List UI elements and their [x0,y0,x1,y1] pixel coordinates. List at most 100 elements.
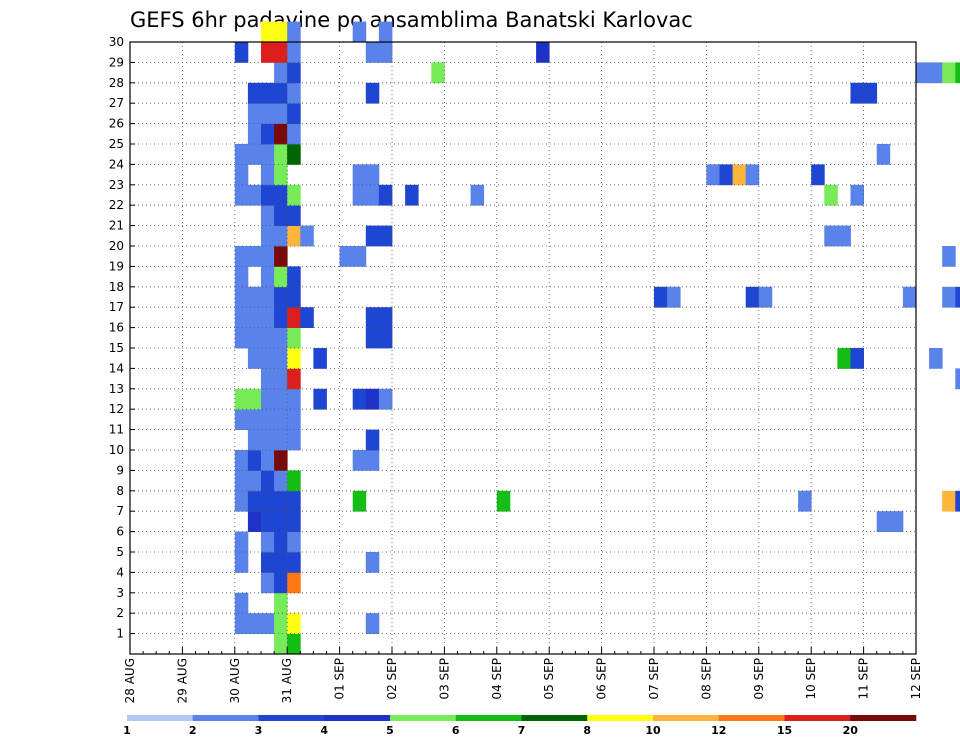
heatmap-cell [247,388,262,410]
heatmap-cell [287,388,301,410]
heatmap-cell [274,123,288,145]
heatmap-cell [274,21,288,43]
heatmap-cell [955,286,960,308]
x-tick-label: 01 SEP [333,658,347,700]
heatmap-cell [431,62,445,84]
heatmap-cell [365,307,380,328]
heatmap-cell [496,490,511,512]
y-tick-label: 1 [116,627,124,641]
y-tick-label: 26 [109,117,124,131]
heatmap-cell [706,164,720,186]
legend-swatch [390,715,457,721]
heatmap-cell [234,184,249,206]
x-tick-label: 02 SEP [385,658,399,700]
heatmap-cell [274,429,288,451]
heatmap-cell [287,348,301,369]
heatmap-cell [313,388,327,410]
y-tick-label: 22 [109,198,124,212]
legend-swatch [192,715,259,721]
heatmap-cell [287,368,301,390]
x-tick-label: 11 SEP [857,658,871,700]
heatmap-cell [955,368,960,390]
heatmap-cell [274,470,288,492]
heatmap-cell [261,307,275,328]
heatmap-cell [287,286,301,308]
heatmap-cell [261,511,275,532]
heatmap-cell [261,286,275,308]
heatmap-cell [287,307,301,328]
heatmap-cell [287,225,301,247]
heatmap-cell [274,286,288,308]
heatmap-cell [378,21,393,43]
heatmap-cell [234,144,249,165]
heatmap-cell [274,592,288,614]
y-tick-label: 17 [109,300,124,314]
heatmap-cell [287,82,301,104]
heatmap-cell [287,552,301,573]
y-tick-label: 15 [109,341,124,355]
heatmap-cell [274,327,288,349]
y-tick-label: 5 [116,545,124,559]
heatmap-cell [942,246,956,267]
heatmap-cell [261,266,275,288]
heatmap-cell [378,42,393,63]
heatmap-cell [247,511,262,532]
heatmap-cell [247,103,262,124]
heatmap-cell [247,144,262,165]
heatmap-cell [261,348,275,369]
heatmap-cell [365,552,380,573]
heatmap-cell [261,368,275,390]
legend-label: 8 [583,724,591,737]
heatmap-cell [274,62,288,84]
legend: 1 2 3 4 5 6 7 8 10 12 15 20 [123,715,917,737]
y-tick-label: 6 [116,525,124,539]
heatmap-cell [247,490,262,512]
heatmap-cell [234,266,249,288]
heatmap-cell [955,62,960,84]
heatmap-cell [365,450,380,471]
heatmap-cell [287,511,301,532]
heatmap-cell [261,490,275,512]
heatmap-cell [234,246,249,267]
heatmap-cell [942,490,956,512]
heatmap-cell [824,225,838,247]
heatmap-cell [378,388,393,410]
heatmap-cell [261,409,275,430]
heatmap-cell [234,164,249,186]
heatmap-cell [274,266,288,288]
legend-swatch [127,715,194,721]
heatmap-cell [234,552,249,573]
heatmap-cell [889,511,904,532]
heatmap-cell [287,205,301,226]
y-tick-label: 20 [109,239,124,253]
heatmap-cell [365,225,380,247]
heatmap-cell [261,164,275,186]
heatmap-cell [876,144,891,165]
heatmap-cell [261,205,275,226]
heatmap-cell [287,103,301,124]
heatmap-cell [287,266,301,288]
heatmap-cell [300,225,314,247]
y-tick-label: 9 [116,463,124,477]
legend-label: 4 [320,724,328,737]
heatmap-cell [234,286,249,308]
heatmap-cell [850,348,864,369]
y-tick-label: 25 [109,137,124,151]
heatmap-cell [261,103,275,124]
heatmap-cell [247,286,262,308]
heatmap-cell [261,225,275,247]
heatmap-cell [732,164,747,186]
heatmap-cell [247,184,262,206]
heatmap-cell [261,123,275,145]
y-tick-label: 10 [109,443,124,457]
heatmap-cell [470,184,485,206]
heatmap-cell [234,450,249,471]
heatmap-cell [339,246,354,267]
heatmap-cell [261,82,275,104]
heatmap-cell [234,388,249,410]
grid-lines [130,42,916,654]
heatmap-cell [274,225,288,247]
heatmap-cell [274,368,288,390]
heatmap-cell [261,388,275,410]
